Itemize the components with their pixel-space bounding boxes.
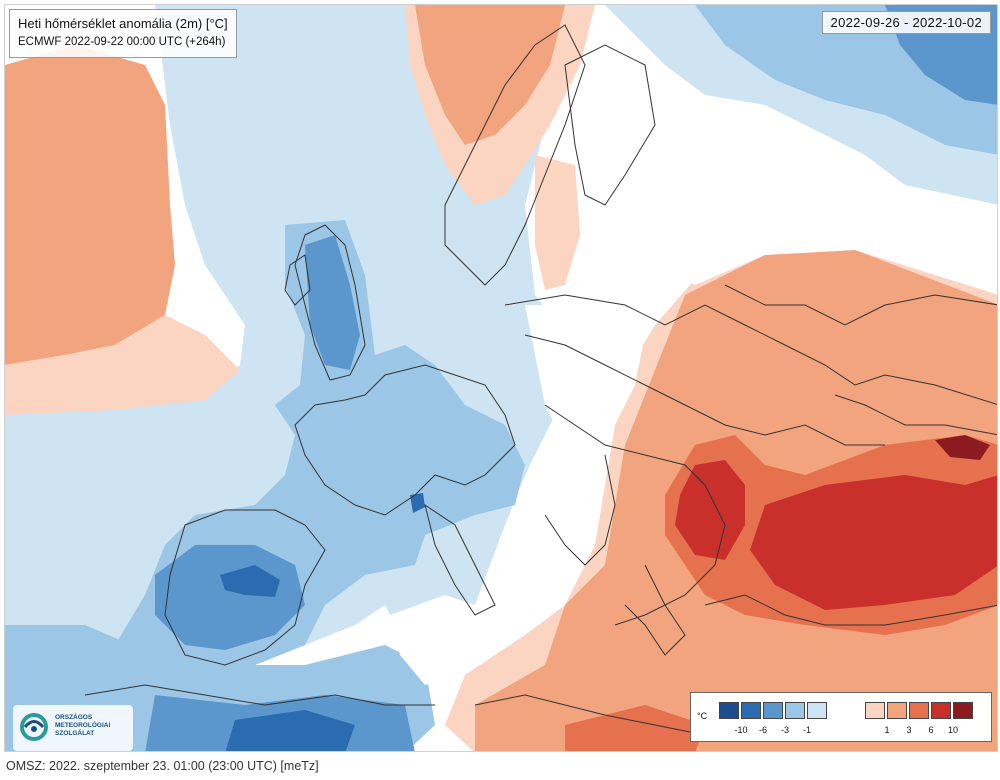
logo-line-3: SZOLGÁLAT xyxy=(55,730,95,738)
legend-swatch-warm-1 xyxy=(887,702,907,719)
legend-swatch-warm-0 xyxy=(865,702,885,719)
logo-line-2: METEOROLÓGIAI xyxy=(55,722,111,730)
omsz-logo-text: ORSZÁGOS METEOROLÓGIAI SZOLGÁLAT xyxy=(55,714,110,739)
neutral-gap-central xyxy=(525,305,645,445)
neutral-gap-north xyxy=(605,105,997,295)
date-range-badge: 2022-09-26 - 2022-10-02 xyxy=(821,11,991,34)
country-borders xyxy=(84,24,997,736)
legend-swatch-cool-0 xyxy=(719,702,739,719)
legend-tick-label: 10 xyxy=(947,725,958,735)
legend-swatch-warm-2 xyxy=(909,702,929,719)
warm-balkans-strong xyxy=(675,460,745,560)
footer-caption: OMSZ: 2022. szeptember 23. 01:00 (23:00 … xyxy=(6,759,319,773)
warm-atlantic-west xyxy=(5,45,175,365)
map-subtitle: ECMWF 2022-09-22 00:00 UTC (+264h) xyxy=(18,36,226,48)
warm-scandinavia xyxy=(415,5,565,145)
legend-swatch-cool-2 xyxy=(763,702,783,719)
map-title: Heti hőmérséklet anomália (2m) [°C] xyxy=(18,16,228,31)
cool-deepest-alps xyxy=(410,493,425,513)
legend-tick-label: 1 xyxy=(884,725,890,735)
legend-swatch-cool-4 xyxy=(807,702,827,719)
legend-tick-label: -3 xyxy=(780,725,789,735)
warm-hotspot xyxy=(935,435,990,460)
legend-unit: °C xyxy=(697,711,708,721)
cool-light-region xyxy=(5,5,565,725)
warm-atlantic-halo xyxy=(5,315,240,415)
map-title-box: Heti hőmérséklet anomália (2m) [°C] ECMW… xyxy=(9,9,237,58)
cool-deepest-med xyxy=(225,710,355,751)
legend-tick-label: 6 xyxy=(928,725,934,735)
logo-line-1: ORSZÁGOS xyxy=(55,714,93,721)
color-legend: °C -10 -6 -3 -1 1 3 6 10 xyxy=(690,692,992,742)
legend-swatch-cool-3 xyxy=(785,702,805,719)
legend-tick-label: 3 xyxy=(906,725,912,735)
cool-deep-iberia xyxy=(155,545,305,650)
legend-swatch-warm-4 xyxy=(953,702,973,719)
warm-med-south xyxy=(565,705,705,751)
omsz-logo-icon xyxy=(20,713,48,741)
anomaly-map: Heti hőmérséklet anomália (2m) [°C] ECMW… xyxy=(4,4,998,752)
omsz-logo: ORSZÁGOS METEOROLÓGIAI SZOLGÁLAT xyxy=(13,705,133,751)
legend-swatch-cool-1 xyxy=(741,702,761,719)
legend-tick-label: -1 xyxy=(802,725,811,735)
warm-turkey-strong xyxy=(750,475,997,610)
legend-swatch-warm-3 xyxy=(931,702,951,719)
map-canvas xyxy=(5,5,997,751)
cool-deep-uk xyxy=(305,235,360,370)
legend-tick-label: -10 xyxy=(734,725,748,735)
neutral-gap-med xyxy=(390,595,495,685)
legend-tick-label: -6 xyxy=(758,725,767,735)
cool-deepest-spot xyxy=(220,565,280,597)
warm-baltic-halo xyxy=(535,155,580,290)
